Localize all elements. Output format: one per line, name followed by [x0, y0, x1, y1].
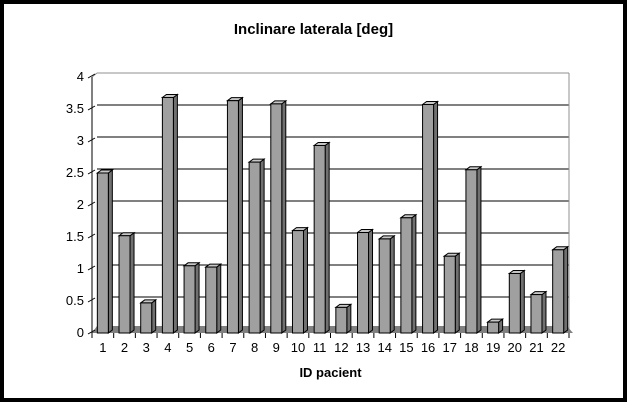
bar-chart-plot-area: 00.511.522.533.541 2 3 4 5 6 7 8 9 10 11 12 13 14 15 16… — [66, 69, 573, 355]
x-tick-label: 8 — [251, 340, 258, 355]
y-tick-label: 1 — [77, 261, 84, 276]
x-tick-label: 20 — [508, 340, 522, 355]
x-tick-label: 13 — [356, 340, 370, 355]
bar-side-face — [368, 228, 374, 334]
bar — [248, 161, 261, 334]
bar — [291, 230, 304, 334]
bar-side-face — [411, 213, 417, 334]
y-axis-tick — [87, 169, 96, 175]
y-tick-label: 0.5 — [66, 293, 84, 308]
bar — [508, 272, 521, 334]
bar-side-face — [346, 303, 352, 334]
y-tick-label: 1.5 — [66, 229, 84, 244]
y-tick-label: 3 — [77, 133, 84, 148]
bar-side-face — [302, 226, 308, 334]
bar-side-face — [519, 269, 525, 334]
x-tick-label: 19 — [486, 340, 500, 355]
bar — [335, 306, 348, 334]
bar-side-face — [541, 290, 547, 334]
x-tick-label: 5 — [186, 340, 193, 355]
bar — [422, 104, 435, 334]
bar — [400, 217, 413, 334]
x-tick-label: 10 — [291, 340, 305, 355]
bar — [270, 103, 283, 334]
chart-title: Inclinare laterala [deg] — [233, 21, 394, 38]
bar — [183, 265, 196, 334]
bar — [552, 249, 565, 334]
bar — [226, 100, 239, 334]
x-tick-label: 17 — [443, 340, 457, 355]
x-tick-label: 9 — [273, 340, 280, 355]
x-tick-label: 15 — [399, 340, 413, 355]
y-tick-label: 3.5 — [66, 101, 84, 116]
y-tick-label: 0 — [77, 325, 84, 340]
bar — [465, 169, 478, 334]
bar-side-face — [433, 100, 439, 334]
bar-side-face — [151, 298, 157, 334]
bar — [161, 96, 174, 334]
y-tick-label: 2.5 — [66, 165, 84, 180]
x-tick-label: 4 — [164, 340, 171, 355]
bar-side-face — [194, 261, 200, 334]
y-axis-tick — [87, 73, 96, 79]
x-tick-label: 18 — [464, 340, 478, 355]
bar-side-face — [216, 263, 222, 334]
bar-side-face — [324, 141, 330, 334]
bar — [118, 235, 131, 334]
x-tick-label: 22 — [551, 340, 565, 355]
bar — [140, 302, 153, 334]
x-tick-label: 16 — [421, 340, 435, 355]
bar-side-face — [389, 234, 395, 334]
y-axis-tick — [87, 297, 96, 303]
bar-side-face — [454, 252, 460, 334]
bar-side-face — [281, 99, 287, 334]
x-tick-label: 11 — [313, 340, 327, 355]
bar — [530, 294, 543, 334]
y-axis-tick — [87, 201, 96, 207]
x-tick-label: 3 — [143, 340, 150, 355]
bar — [487, 321, 500, 334]
wall-corner-edge — [91, 72, 98, 78]
bar — [443, 255, 456, 334]
bar-side-face — [563, 245, 569, 334]
x-tick-label: 14 — [377, 340, 391, 355]
y-tick-label: 2 — [77, 197, 84, 212]
y-axis-tick — [87, 137, 96, 143]
bar — [313, 144, 326, 334]
bar — [205, 266, 218, 334]
bar-side-face — [476, 165, 482, 334]
x-tick-label: 2 — [121, 340, 128, 355]
x-tick-label: 7 — [229, 340, 236, 355]
x-tick-label: 12 — [334, 340, 348, 355]
y-axis-tick — [87, 233, 96, 239]
bar — [357, 232, 370, 334]
x-tick-label: 21 — [529, 340, 543, 355]
bar-side-face — [172, 93, 178, 334]
bar — [378, 238, 391, 334]
bar-side-face — [237, 96, 243, 334]
y-axis-tick — [87, 265, 96, 271]
y-axis-tick — [87, 105, 96, 111]
x-axis-title: ID pacient — [299, 365, 362, 380]
x-tick-label: 1 — [99, 340, 106, 355]
y-tick-label: 4 — [77, 69, 84, 84]
y-axis-tick — [87, 329, 96, 335]
bar-side-face — [259, 158, 265, 334]
bar-side-face — [129, 231, 135, 335]
bar — [96, 172, 109, 334]
x-tick-label: 6 — [208, 340, 215, 355]
bar-side-face — [107, 169, 113, 334]
